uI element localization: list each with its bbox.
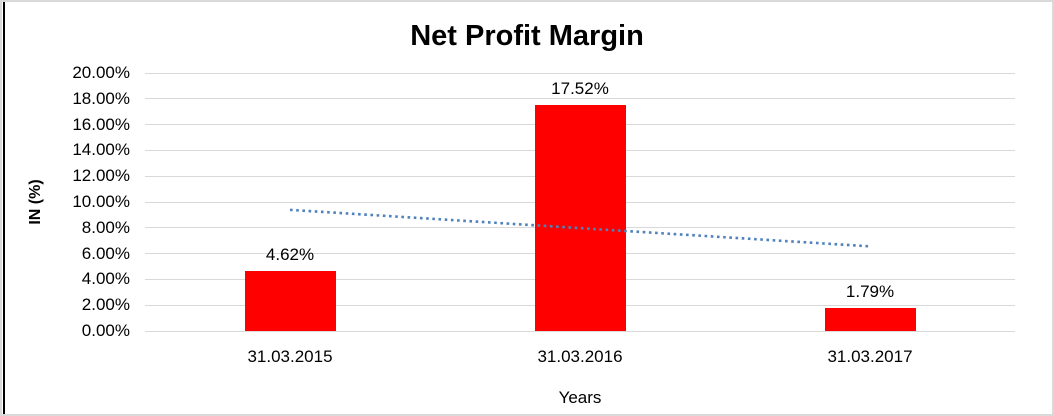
y-tick-label: 14.00% [72,140,130,160]
left-edge-line [3,2,5,414]
y-tick-label: 4.00% [81,269,130,289]
x-category-label: 31.03.2017 [827,347,913,366]
bar-31.03.2016 [534,105,626,331]
y-tick-label: 16.00% [72,114,130,134]
y-tick-label: 6.00% [81,243,130,263]
data-label: 17.52% [551,78,609,98]
y-tick-label: 12.00% [72,166,130,186]
gridline [145,98,1015,100]
plot-area: 4.62% 17.52% 1.79% [145,72,1015,332]
y-tick-label: 0.00% [81,321,130,340]
x-category-label: 31.03.2015 [247,347,333,366]
y-tick-label: 8.00% [81,217,130,237]
x-axis-title: Years [558,388,602,407]
x-category-label: 31.03.2016 [537,347,623,366]
gridline [145,330,1015,332]
data-label: 4.62% [265,245,315,265]
y-tick-label: 10.00% [72,192,130,211]
chart-title: Net Profit Margin [410,20,644,52]
data-label: 1.79% [845,281,895,301]
trendline [289,208,871,248]
gridline [145,72,1015,74]
bar-31.03.2015 [244,271,336,331]
bar-31.03.2017 [824,307,916,331]
y-tick-label: 2.00% [81,295,130,315]
y-tick-label: 18.00% [72,88,130,108]
y-tick-label: 20.00% [72,63,130,82]
